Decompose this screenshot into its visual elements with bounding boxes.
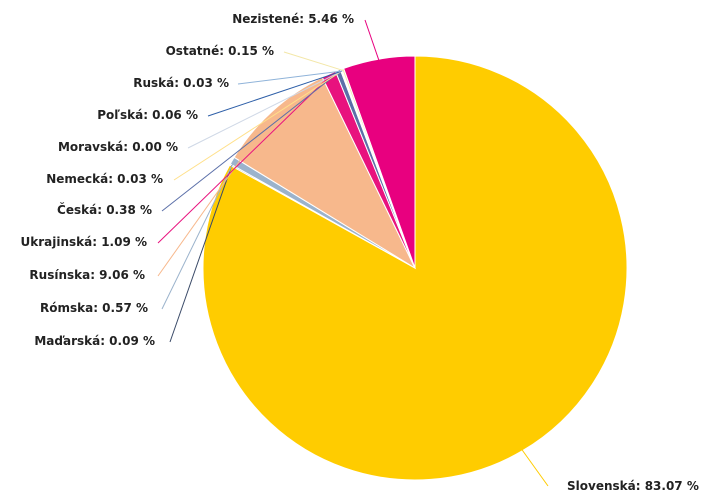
slice-label-polska: Poľská: 0.06 % — [97, 108, 198, 122]
leader-line-moravska — [187, 70, 342, 149]
leader-line-ceska — [161, 71, 339, 212]
slice-label-nezistene: Nezistené: 5.46 % — [232, 12, 354, 26]
slice-labels: Slovenská: 83.07 % Maďarská: 0.09 % Rómska… — [20, 12, 698, 493]
slice-label-ruska: Ruská: 0.03 % — [133, 76, 229, 90]
leader-line-rusinska — [157, 112, 275, 277]
slice-label-ceska: Česká: 0.38 % — [57, 202, 152, 217]
slice-label-ostatne: Ostatné: 0.15 % — [166, 44, 274, 58]
slice-label-nemecka: Nemecká: 0.03 % — [46, 172, 163, 186]
slice-label-moravska: Moravská: 0.00 % — [58, 140, 178, 154]
slice-label-rusinska: Rusínska: 9.06 % — [29, 268, 145, 282]
leader-line-ruska — [237, 70, 343, 85]
slice-label-slovenska: Slovenská: 83.07 % — [567, 479, 699, 493]
slice-label-romska: Rómska: 0.57 % — [40, 301, 148, 315]
leader-line-polska — [207, 70, 342, 117]
leader-line-nezistene — [364, 19, 380, 62]
slice-label-madarska: Maďarská: 0.09 % — [34, 334, 155, 348]
slice-label-ukrajinska: Ukrajinská: 1.09 % — [20, 235, 147, 249]
leader-line-ukrajinska — [157, 75, 331, 244]
pie-slices — [202, 55, 628, 481]
leader-line-slovenska — [521, 448, 549, 487]
leader-line-ostatne — [283, 51, 344, 72]
leader-line-madarska — [169, 165, 233, 343]
leader-lines — [157, 19, 549, 487]
leader-line-nemecka — [173, 70, 342, 181]
